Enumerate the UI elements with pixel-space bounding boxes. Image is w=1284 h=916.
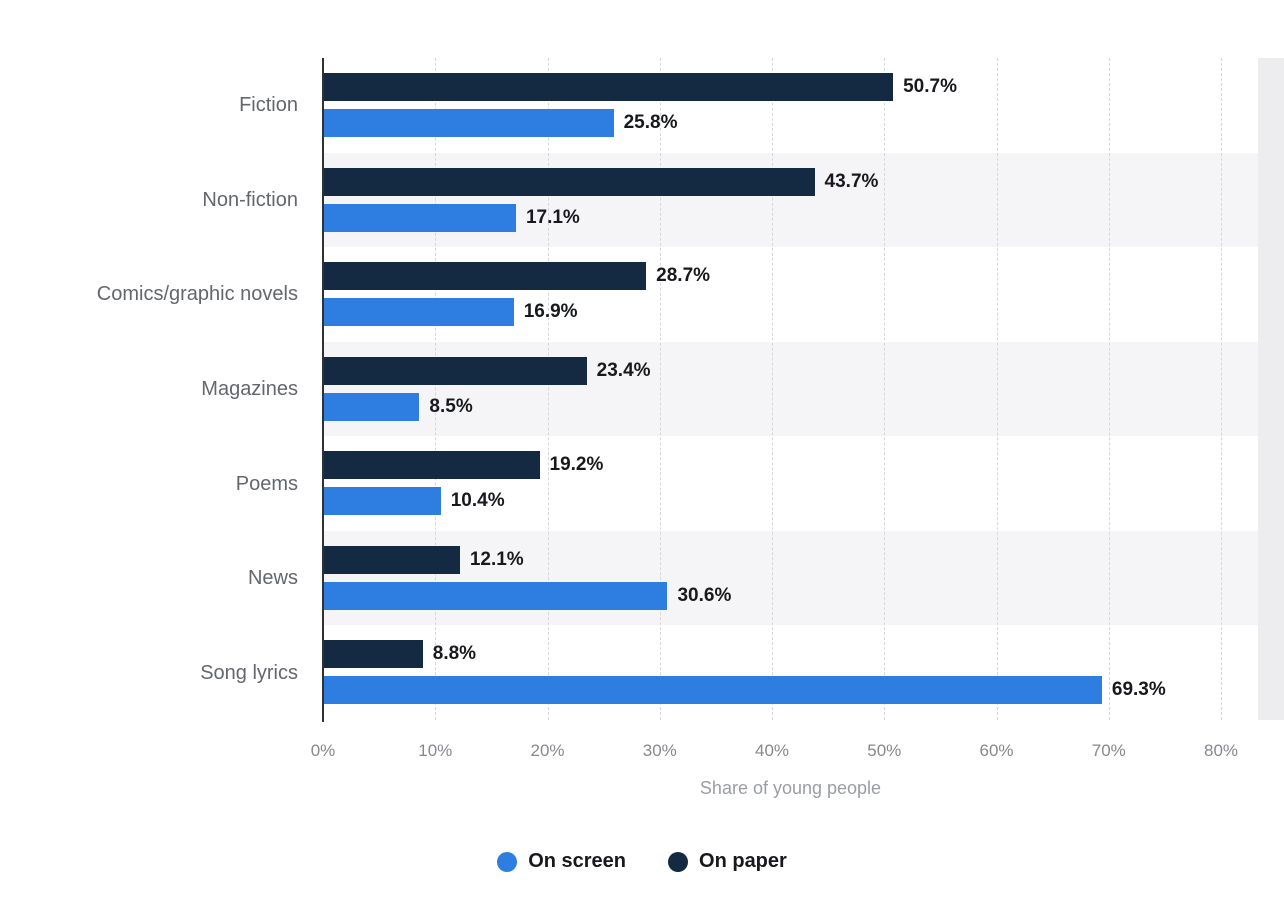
category-label: Magazines <box>201 378 298 400</box>
bar-on-paper <box>324 545 460 574</box>
gridline <box>884 58 886 720</box>
bar-on-paper <box>324 262 647 291</box>
value-label-on-paper: 28.7% <box>656 265 711 287</box>
bar-on-screen <box>324 203 516 232</box>
category-label: News <box>247 567 298 590</box>
category-label: Fiction <box>239 94 298 117</box>
value-label-on-screen: 69.3% <box>1111 679 1166 701</box>
x-axis-title: Share of young people <box>699 778 882 798</box>
x-axis-zero-line <box>322 58 324 722</box>
bar-on-paper <box>324 167 815 196</box>
bar-on-screen <box>324 109 614 137</box>
gridline <box>772 58 773 720</box>
bar-on-screen <box>324 392 420 421</box>
category-label: Poems <box>235 472 298 495</box>
x-tick-label: 50% <box>867 741 902 760</box>
gridline <box>659 58 661 720</box>
x-tick-label: 30% <box>642 741 677 760</box>
category-label: Non-fiction <box>202 188 298 211</box>
bar-on-paper <box>324 356 587 385</box>
gridline <box>996 58 998 720</box>
value-label-on-screen: 8.5% <box>429 395 473 417</box>
value-label-on-paper: 50.7% <box>903 76 957 97</box>
value-label-on-paper: 8.8% <box>432 643 477 665</box>
row-stripe <box>323 530 1258 626</box>
gridline <box>547 58 549 720</box>
gridline <box>435 58 437 720</box>
legend-dot-on-paper-icon <box>668 851 689 872</box>
bar-on-paper <box>324 451 540 480</box>
bar-on-screen <box>324 487 441 516</box>
value-label-on-screen: 16.9% <box>523 301 578 323</box>
category-label: Comics/graphic novels <box>96 283 298 306</box>
value-label-on-paper: 43.7% <box>824 170 879 192</box>
x-tick-label: 60% <box>979 741 1014 760</box>
bar-on-screen <box>324 676 1102 705</box>
legend: On screen On paper <box>0 850 1284 873</box>
x-tick-label: 40% <box>754 741 790 760</box>
bar-on-screen <box>324 298 514 327</box>
category-label: Song lyrics <box>200 661 298 684</box>
legend-item-on-paper: On paper <box>668 850 787 873</box>
legend-dot-on-screen-icon <box>497 851 518 872</box>
legend-label-on-screen: On screen <box>528 850 627 872</box>
x-tick-label: 20% <box>530 741 565 760</box>
gridline <box>1108 58 1110 720</box>
value-label-on-paper: 12.1% <box>469 548 524 570</box>
bar-on-paper <box>324 73 894 101</box>
x-tick-label: 70% <box>1091 741 1126 760</box>
plot-right-gutter <box>1258 58 1284 720</box>
value-label-on-screen: 30.6% <box>677 584 732 606</box>
bar-on-screen <box>324 581 668 610</box>
bar-on-paper <box>324 640 423 669</box>
value-label-on-screen: 25.8% <box>623 112 678 133</box>
value-label-on-screen: 10.4% <box>450 490 505 512</box>
value-label-on-paper: 23.4% <box>596 359 651 381</box>
value-label-on-paper: 19.2% <box>549 454 604 476</box>
x-tick-label: 0% <box>310 741 336 760</box>
legend-label-on-paper: On paper <box>699 850 787 872</box>
x-tick-label: 10% <box>418 741 453 760</box>
gridline <box>1221 58 1222 720</box>
legend-item-on-screen: On screen <box>497 850 626 873</box>
value-label-on-screen: 17.1% <box>525 206 580 228</box>
x-tick-label: 80% <box>1203 741 1239 760</box>
